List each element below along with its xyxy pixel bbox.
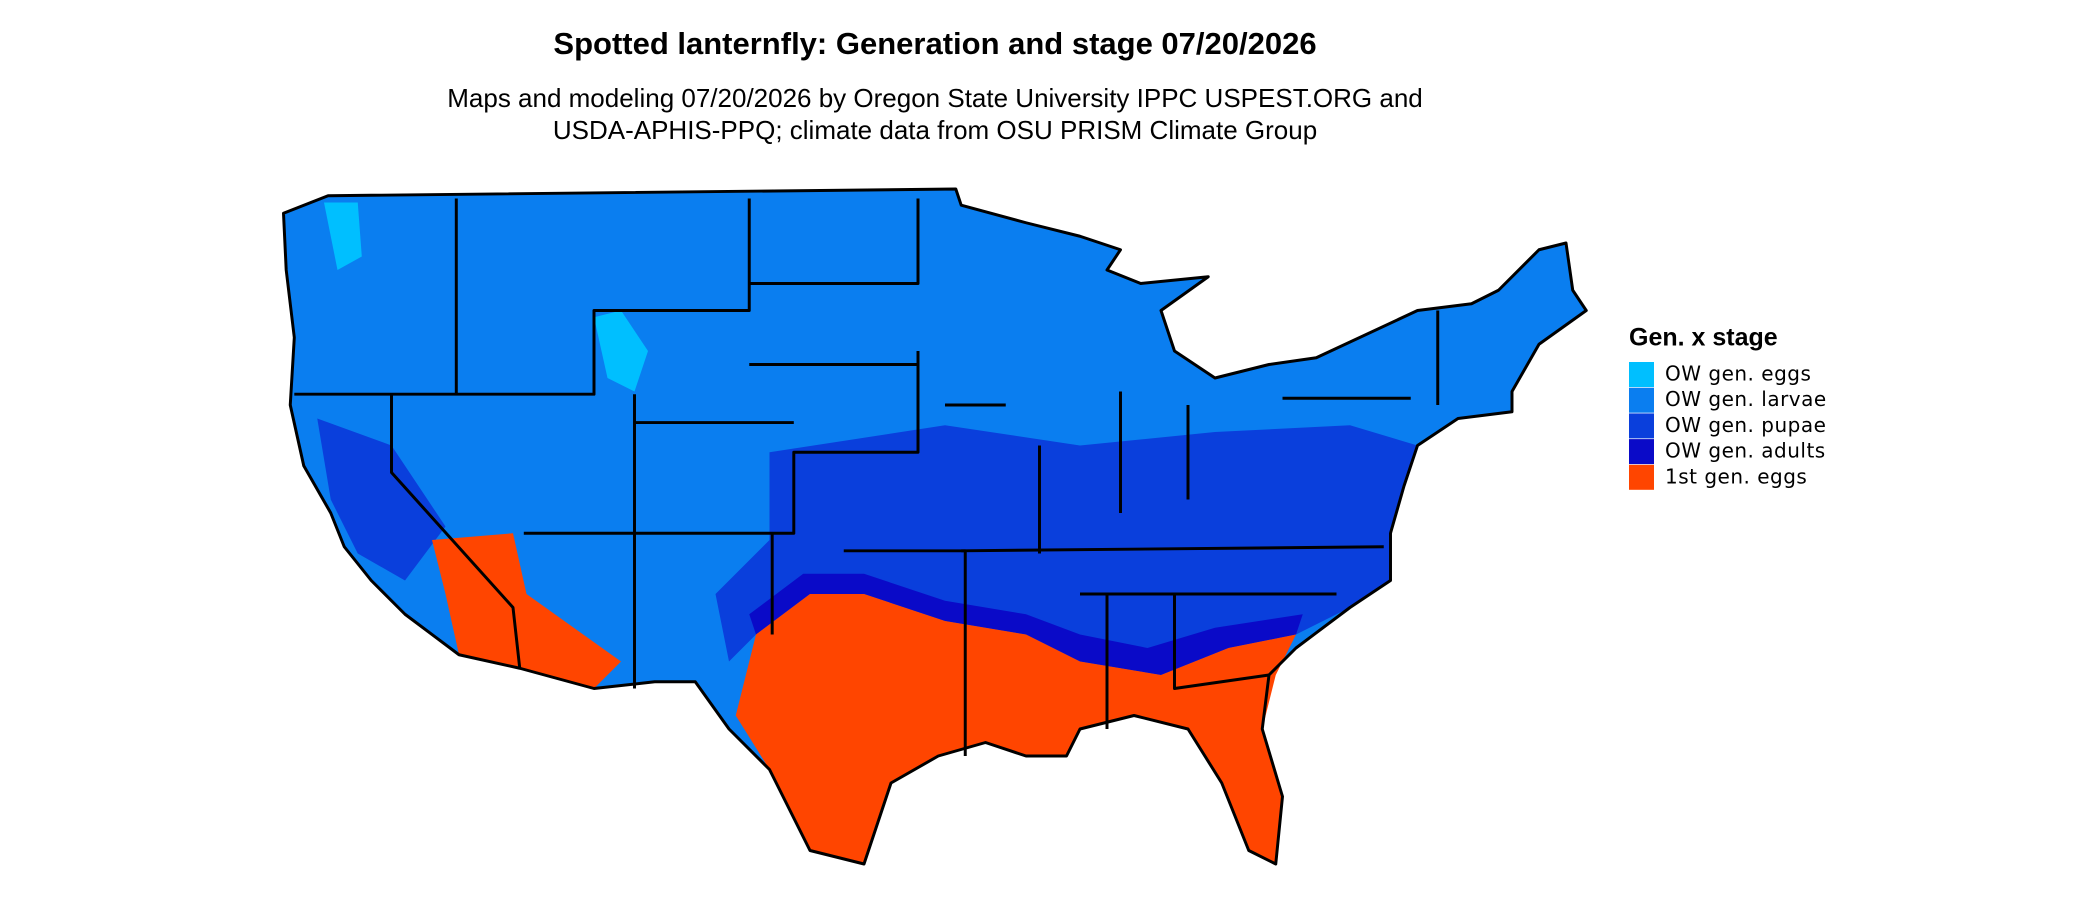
legend-label: OW gen. larvae [1665, 387, 1827, 411]
legend-swatch [1629, 439, 1654, 465]
region-eggs [594, 310, 648, 392]
legend-swatch [1629, 464, 1654, 490]
legend-title: Gen. x stage [1629, 324, 1778, 352]
region-eggs [324, 202, 362, 270]
legend-label: OW gen. eggs [1665, 362, 1811, 386]
subtitle: Maps and modeling 07/20/2026 by Oregon S… [447, 83, 1423, 113]
legend-label: 1st gen. eggs [1665, 464, 1807, 488]
legend-label: OW gen. adults [1665, 439, 1826, 463]
region-pupae [317, 418, 446, 581]
legend-swatch [1629, 362, 1654, 387]
legend-swatch [1629, 413, 1654, 439]
legend-swatch [1629, 387, 1654, 413]
region-first-gen-eggs [735, 594, 1296, 864]
region-adults [749, 573, 1303, 675]
title: Spotted lanternfly: Generation and stage… [553, 26, 1316, 61]
us-outline [282, 187, 1588, 866]
legend-label: OW gen. pupae [1665, 413, 1826, 437]
state-borders [294, 198, 1440, 757]
subtitle: USDA-APHIS-PPQ; climate data from OSU PR… [553, 115, 1317, 145]
us-map [282, 187, 1588, 866]
